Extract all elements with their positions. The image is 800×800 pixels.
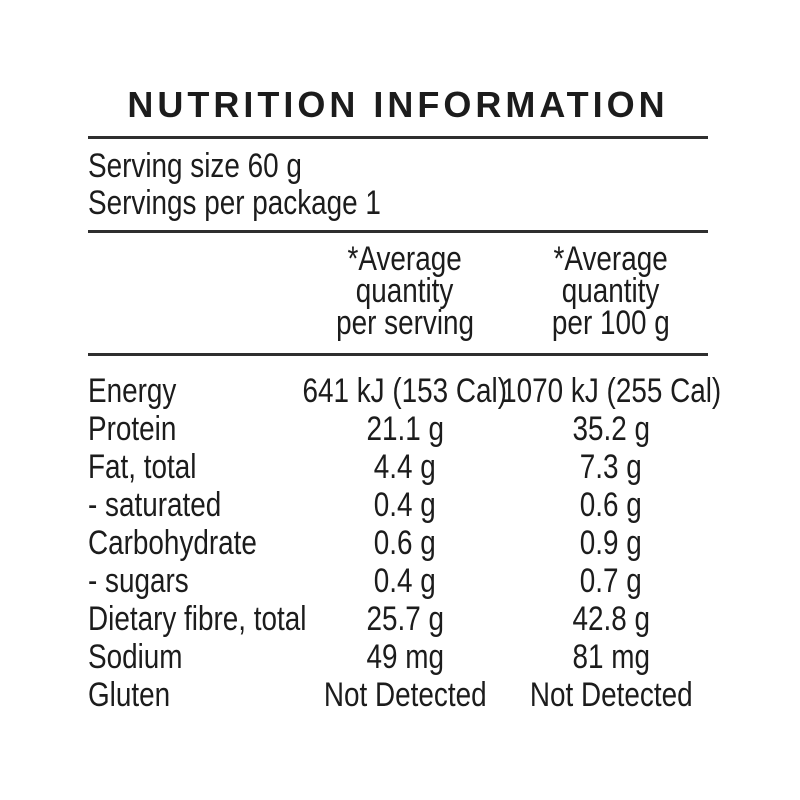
value-per-serving: 25.7 g [366,600,444,638]
servings-per-package-text: Servings per package 1 [88,184,381,222]
value-per-100g: Not Detected [529,676,693,714]
table-row-sodium: Sodium 49 mg 81 mg [88,638,708,676]
table-row-protein: Protein 21.1 g 35.2 g [88,410,708,448]
nutrient-name: Dietary fibre, total [88,600,307,638]
per-100g-header-line-1: *Average [553,239,669,278]
value-per-serving: 641 kJ (153 Cal) [302,372,508,410]
per-serving-header-line-2: quantity [356,271,454,310]
value-per-serving: Not Detected [323,676,487,714]
rule-below-column-headers [88,353,708,356]
value-per-100g: 42.8 g [572,600,650,638]
column-header-per-100g: *Average quantity per 100 g [514,239,708,342]
table-row-gluten: Gluten Not Detected Not Detected [88,676,708,714]
serving-size-line: Serving size 60 g [88,147,708,185]
table-row-dietary-fibre: Dietary fibre, total 25.7 g 42.8 g [88,600,708,638]
value-per-serving: 49 mg [366,638,444,676]
column-header-per-serving: *Average quantity per serving [296,239,514,342]
column-header-row: *Average quantity per serving *Average q… [88,239,708,342]
table-row-sugars: - sugars 0.4 g 0.7 g [88,562,708,600]
column-header-spacer [88,243,296,339]
table-row-energy: Energy 641 kJ (153 Cal) 1070 kJ (255 Cal… [88,372,721,410]
nutrient-name: Gluten [88,676,171,714]
serving-info: Serving size 60 g Servings per package 1 [88,147,708,222]
value-per-serving: 0.4 g [373,486,437,524]
per-100g-header-line-3: per 100 g [552,303,670,342]
value-per-100g: 1070 kJ (255 Cal) [500,372,722,410]
value-per-100g: 0.6 g [579,486,643,524]
value-per-100g: 35.2 g [572,410,650,448]
nutrition-label-panel: NUTRITION INFORMATION Serving size 60 g … [88,0,721,714]
value-per-serving: 0.4 g [373,562,437,600]
table-row-saturated-fat: - saturated 0.4 g 0.6 g [88,486,708,524]
value-per-100g: 0.9 g [579,524,643,562]
table-row-carbohydrate: Carbohydrate 0.6 g 0.9 g [88,524,708,562]
rule-below-serving-info [88,230,708,233]
value-per-100g: 7.3 g [579,448,643,486]
rule-below-title [88,136,708,139]
value-per-100g: 0.7 g [579,562,643,600]
serving-size-text: Serving size 60 g [88,147,302,185]
nutrient-name: Protein [88,410,177,448]
value-per-serving: 0.6 g [373,524,437,562]
value-per-serving: 4.4 g [373,448,437,486]
per-serving-header-line-1: *Average [347,239,463,278]
label-title: NUTRITION INFORMATION [127,84,669,125]
nutrient-name: - sugars [88,562,189,600]
value-per-serving: 21.1 g [366,410,444,448]
nutrient-name: Carbohydrate [88,524,257,562]
nutrient-name: Fat, total [88,448,197,486]
nutrient-name: - saturated [88,486,222,524]
nutrient-name: Energy [88,372,177,410]
value-per-100g: 81 mg [572,638,650,676]
servings-per-package-line: Servings per package 1 [88,184,708,222]
per-serving-header-line-3: per serving [336,303,474,342]
nutrient-name: Sodium [88,638,183,676]
nutrient-table: Energy 641 kJ (153 Cal) 1070 kJ (255 Cal… [88,372,721,714]
table-row-fat-total: Fat, total 4.4 g 7.3 g [88,448,708,486]
per-100g-header-line-2: quantity [562,271,660,310]
